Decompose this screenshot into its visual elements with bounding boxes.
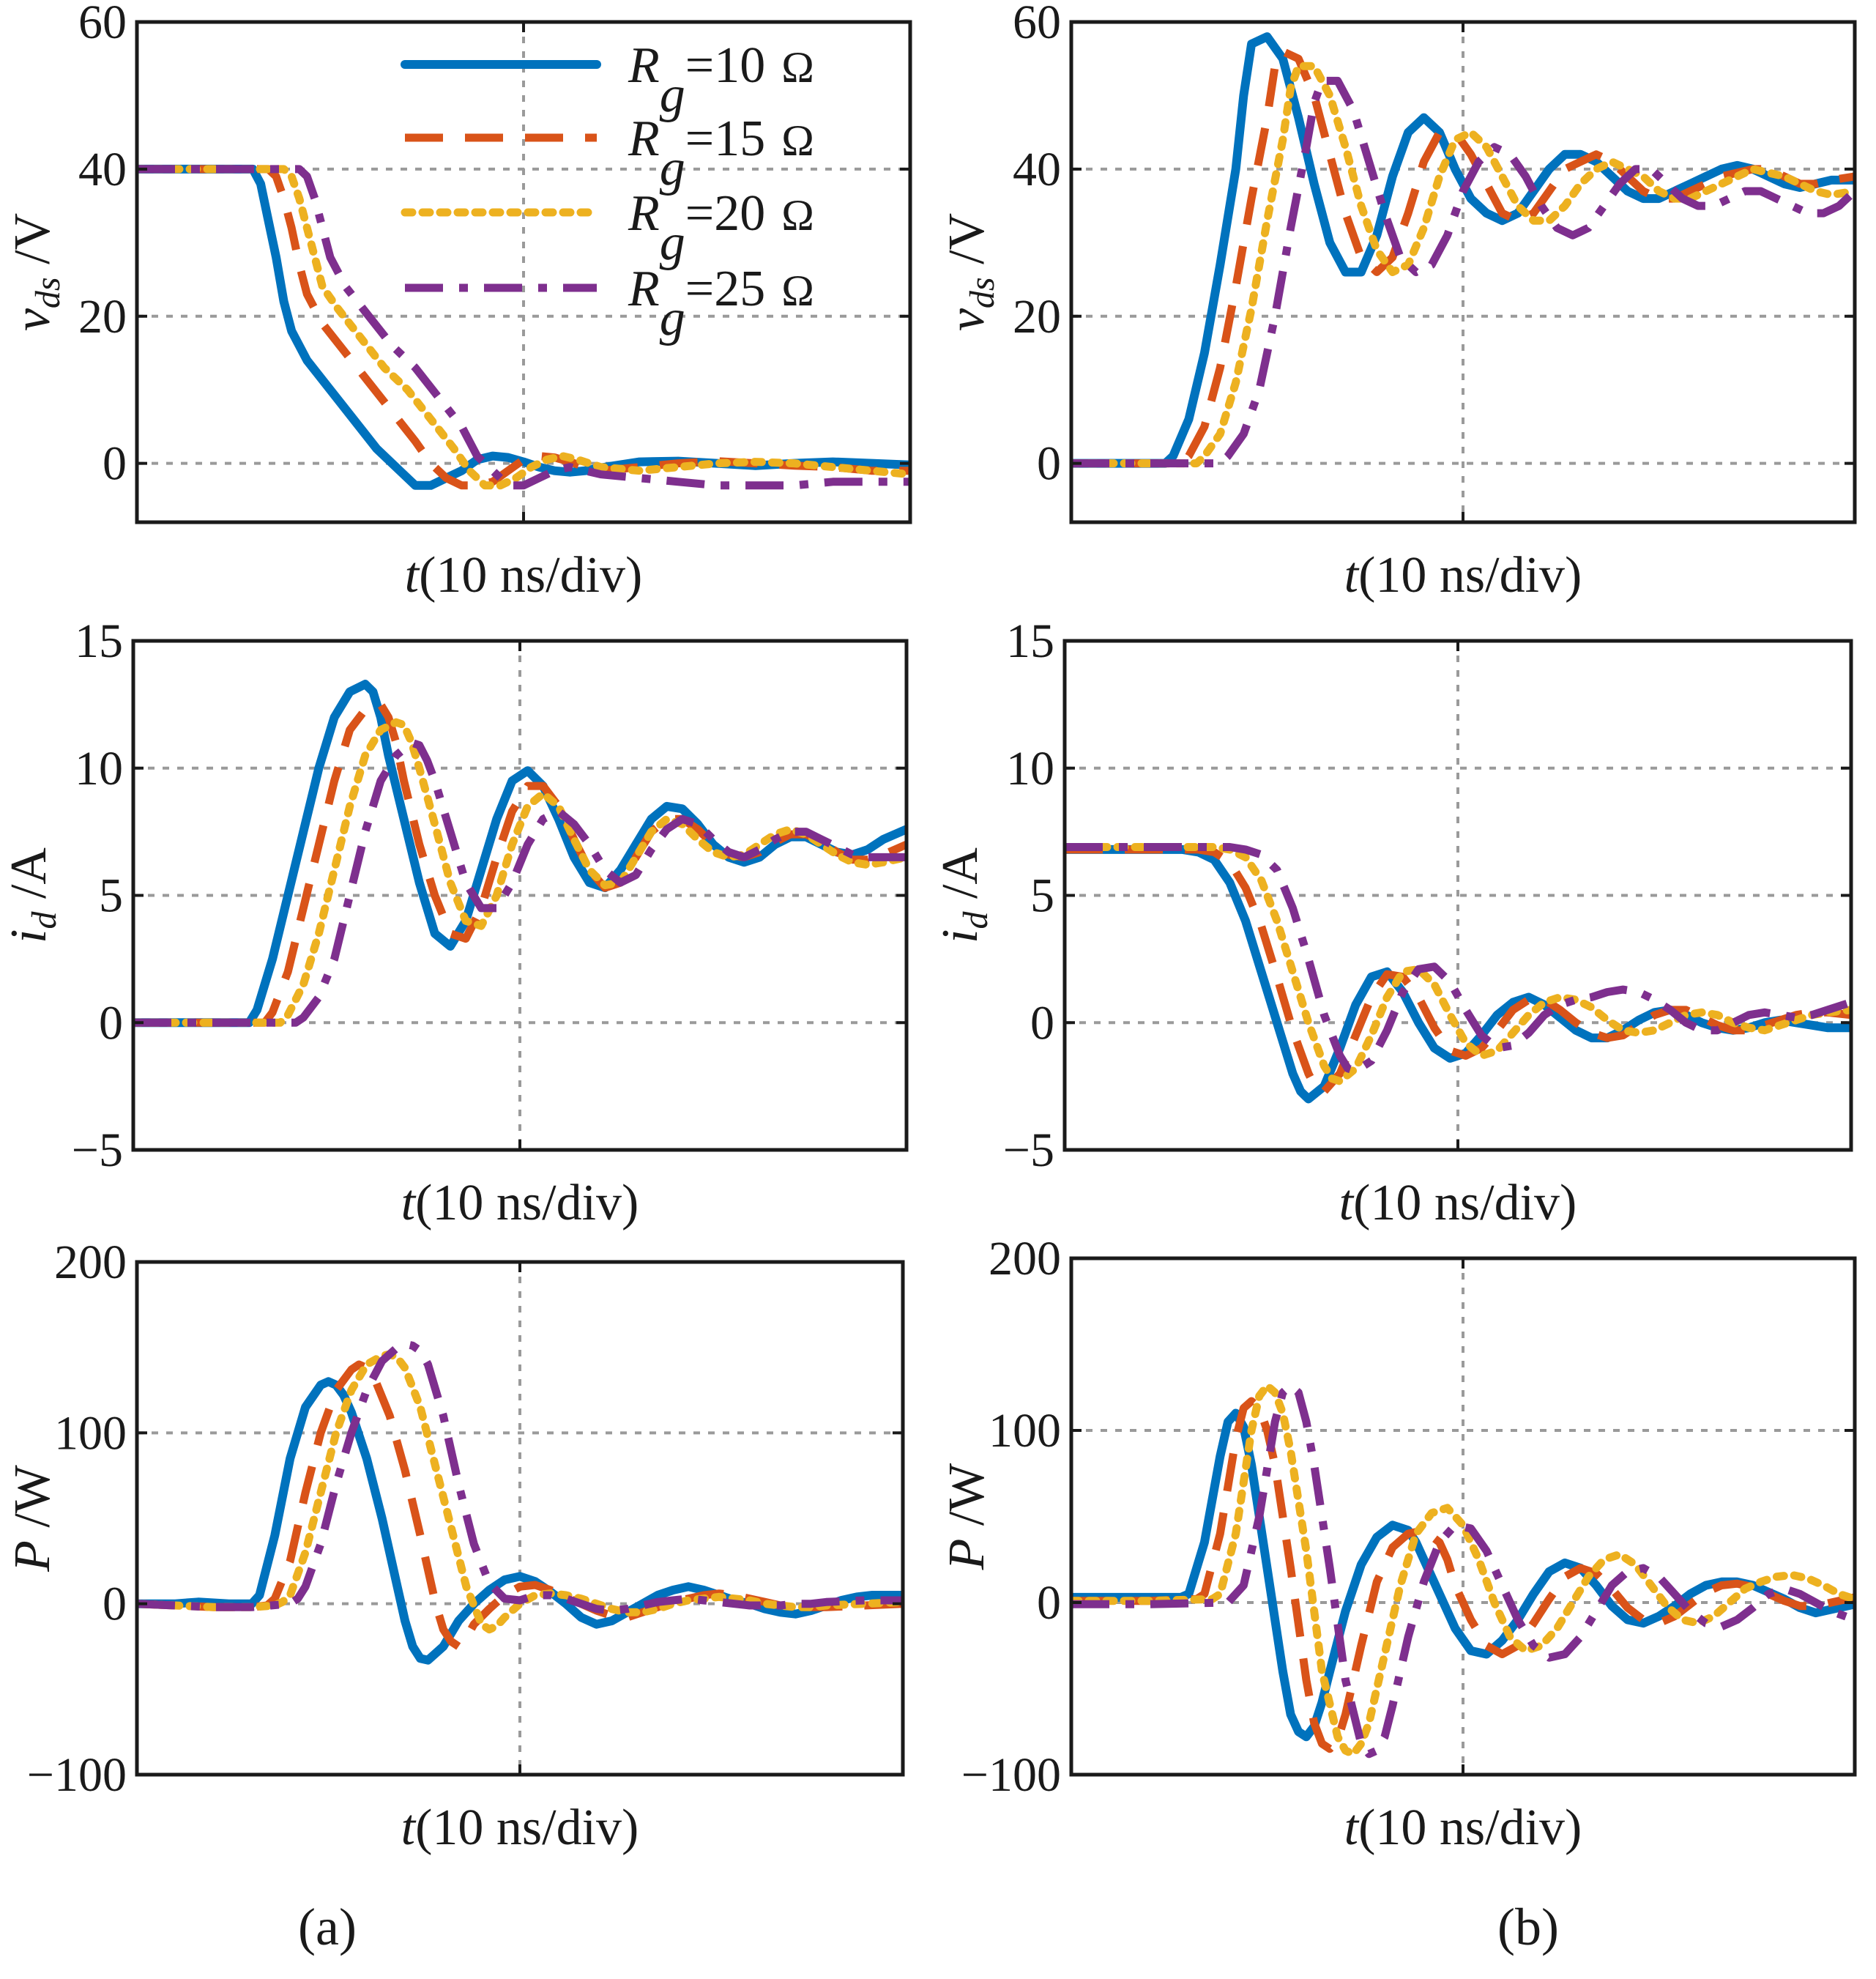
series-line-b1-2 [1071, 47, 1855, 468]
ytick-label: 100 [54, 1406, 127, 1460]
series-line-a1-4 [137, 165, 910, 490]
ytick-label: 200 [54, 1236, 127, 1289]
legend: Rg=10 ΩRg=15 ΩRg=20 ΩRg=25 Ω [401, 37, 814, 346]
series-line-a3-4 [137, 1340, 903, 1615]
y-axis-label: vds /V [939, 213, 1002, 331]
chart-b3: 200 100 0 −100 t(10 ns/div) P /W [939, 1232, 1857, 1856]
ytick-label: 15 [75, 615, 123, 668]
ytick-label: 40 [78, 143, 127, 196]
ytick-label: 60 [78, 0, 127, 49]
legend-label-4: Rg=25 Ω [628, 261, 814, 346]
ytick-label: 100 [989, 1404, 1061, 1458]
chart-b2: 15 10 5 0 −5 t(10 ns/div) id /A [932, 615, 1853, 1231]
ytick-label: 10 [1006, 742, 1054, 795]
series-line-b2-4 [1065, 843, 1851, 1075]
x-axis-label: t(10 ns/div) [1344, 1800, 1582, 1856]
series-line-b3-2 [1071, 1397, 1855, 1753]
ytick-label: 0 [103, 1578, 127, 1631]
chart-a2: 15 10 5 0 −5 t(10 ns/div) id /A [1, 615, 909, 1231]
y-axis-label: id /A [1, 847, 64, 943]
y-axis-label: id /A [932, 847, 995, 943]
ytick-label: −100 [961, 1748, 1061, 1802]
x-axis-label: t(10 ns/div) [1339, 1175, 1577, 1231]
legend-label-1: Rg=10 Ω [628, 37, 814, 123]
chart-a3: 200 100 0 −100 t(10 ns/div) P /W [4, 1236, 905, 1856]
series-line-a3-3 [137, 1350, 903, 1634]
ytick-label: 200 [989, 1232, 1061, 1285]
series-line-b3-3 [1071, 1381, 1855, 1759]
ytick-label: 0 [1030, 996, 1054, 1050]
ytick-label: −5 [72, 1124, 123, 1177]
ytick-label: 60 [1013, 0, 1061, 49]
ytick-label: 0 [103, 437, 127, 491]
chart-b1: 60 40 20 0 t(10 ns/div) vds /V [939, 0, 1857, 604]
y-axis-label: vds /V [4, 213, 67, 331]
ytick-label: 0 [99, 996, 123, 1050]
series-line-a1-3 [137, 165, 910, 490]
series-line-a3-2 [137, 1360, 903, 1651]
chart-a1: 60 40 20 0 t(10 ns/div) vds /V [4, 0, 912, 604]
ytick-label: 20 [1013, 290, 1061, 344]
series-line-b2-2 [1065, 845, 1851, 1096]
x-axis-label: t(10 ns/div) [401, 1175, 639, 1231]
series-line-b2-3 [1065, 843, 1851, 1085]
x-axis-label: t(10 ns/div) [405, 547, 643, 604]
series-line-b1-1 [1071, 32, 1855, 468]
x-axis-label: t(10 ns/div) [401, 1800, 639, 1856]
legend-label-3: Rg=20 Ω [628, 185, 814, 271]
series-line-b1-4 [1071, 76, 1855, 468]
series-line-a2-2 [133, 700, 907, 1027]
ytick-label: 10 [75, 742, 123, 795]
legend-label-2: Rg=15 Ω [628, 111, 814, 196]
x-axis-label: t(10 ns/div) [1344, 547, 1582, 604]
ytick-label: 5 [1030, 869, 1054, 923]
ytick-label: 40 [1013, 143, 1061, 196]
series-line-a2-4 [133, 738, 907, 1027]
series-line-b3-4 [1071, 1381, 1855, 1759]
ytick-label: −5 [1003, 1124, 1054, 1177]
ytick-label: −100 [27, 1748, 127, 1802]
y-axis-label: P /W [4, 1465, 61, 1573]
series-line-b1-3 [1071, 62, 1855, 468]
y-axis-label: P /W [939, 1463, 995, 1571]
ytick-label: 0 [1037, 1576, 1061, 1630]
ytick-label: 20 [78, 290, 127, 344]
ytick-label: 15 [1006, 615, 1054, 668]
ytick-label: 0 [1037, 437, 1061, 491]
panel-label-b: (b) [1497, 1898, 1559, 1956]
ytick-label: 5 [99, 869, 123, 923]
panel-label-a: (a) [298, 1898, 357, 1956]
